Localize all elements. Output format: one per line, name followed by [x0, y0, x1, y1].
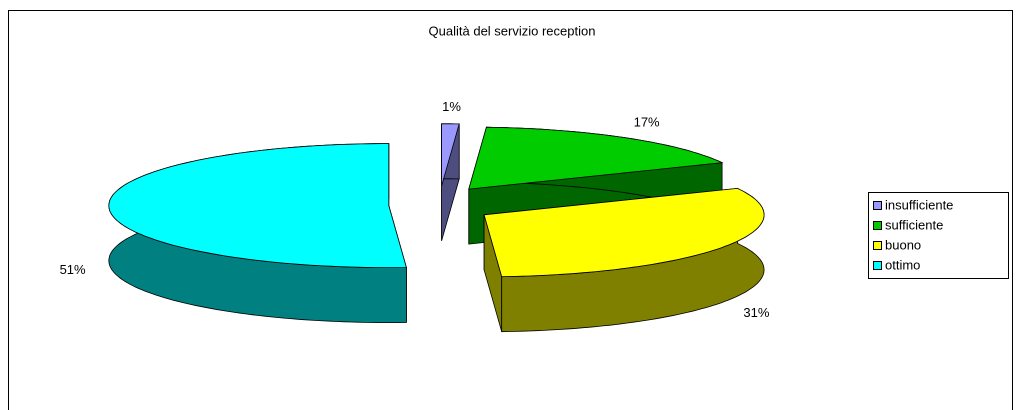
legend-label: buono	[885, 237, 921, 252]
slice-top	[108, 143, 407, 269]
slice-top	[483, 187, 765, 278]
data-label: 1%	[442, 99, 461, 114]
legend-label: sufficiente	[885, 217, 943, 232]
legend-label: insufficiente	[885, 197, 953, 212]
pie-slice	[441, 123, 460, 241]
data-label: 51%	[60, 262, 86, 277]
legend-swatch	[873, 221, 882, 230]
slice-top	[441, 123, 460, 186]
pie-slice	[108, 143, 407, 324]
legend-swatch	[873, 261, 882, 270]
pie-slice	[483, 187, 765, 333]
legend-swatch	[873, 201, 882, 210]
data-label: 17%	[634, 115, 660, 130]
pie	[108, 123, 765, 333]
slice-top	[468, 126, 724, 190]
legend-label: ottimo	[885, 257, 920, 272]
chart-title: Qualità del servizio reception	[429, 23, 596, 38]
data-label: 31%	[743, 305, 769, 320]
legend-box	[868, 192, 1009, 279]
legend-swatch	[873, 241, 882, 250]
